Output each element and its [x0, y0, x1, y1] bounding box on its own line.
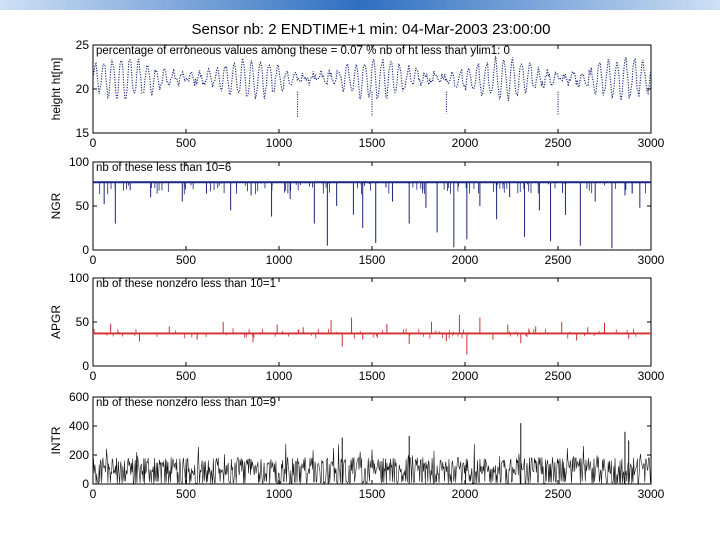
x-tick-label-ngr: 500 [176, 253, 196, 267]
x-tick-label-apgr: 1500 [359, 369, 386, 383]
x-tick-label-intr: 0 [90, 487, 97, 501]
x-tick-label-ngr: 3000 [638, 253, 665, 267]
y-axis-label-apgr: APGR [49, 305, 63, 339]
x-tick-label-ngr: 1000 [266, 253, 293, 267]
annotation-ngr: nb of these less than 10=6 [96, 162, 231, 174]
y-tick-label-apgr: 0 [82, 359, 89, 373]
x-tick-label-intr: 500 [176, 487, 196, 501]
x-tick-label-ngr: 0 [90, 253, 97, 267]
x-tick-label-height: 3000 [638, 136, 665, 150]
x-tick-label-height: 2500 [545, 136, 572, 150]
y-tick-label-ngr: 50 [76, 199, 90, 213]
x-tick-label-apgr: 2000 [452, 369, 479, 383]
x-tick-label-ngr: 2500 [545, 253, 572, 267]
x-tick-label-ngr: 2000 [452, 253, 479, 267]
axes-frame-height [92, 44, 652, 134]
x-tick-label-intr: 1000 [266, 487, 293, 501]
x-tick-label-intr: 2000 [452, 487, 479, 501]
x-tick-label-intr: 2500 [545, 487, 572, 501]
series-line-height [92, 55, 652, 101]
x-tick-label-height: 1500 [359, 136, 386, 150]
y-axis-label-ngr: NGR [49, 192, 63, 219]
x-tick-label-ngr: 1500 [359, 253, 386, 267]
y-tick-label-ngr: 100 [69, 155, 89, 169]
chart-title: Sensor nb: 2 ENDTIME+1 min: 04-Mar-2003 … [192, 21, 551, 38]
y-tick-label-height: 15 [76, 126, 90, 140]
y-tick-label-height: 20 [76, 82, 90, 96]
x-tick-label-height: 1000 [266, 136, 293, 150]
y-tick-label-apgr: 100 [69, 271, 89, 285]
annotation-intr: nb of these nonzero less than 10=9 [96, 397, 276, 409]
y-axis-label-height: height ht[m] [49, 58, 63, 121]
header-band [0, 0, 720, 10]
x-tick-label-height: 500 [176, 136, 196, 150]
x-tick-label-apgr: 500 [176, 369, 196, 383]
y-tick-label-intr: 400 [69, 419, 89, 433]
x-tick-label-apgr: 1000 [266, 369, 293, 383]
series-line-intr [92, 443, 652, 485]
annotation-height: percentage of erroneous values among the… [96, 45, 510, 57]
x-tick-label-intr: 3000 [638, 487, 665, 501]
y-tick-label-intr: 200 [69, 448, 89, 462]
x-tick-label-height: 0 [90, 136, 97, 150]
y-tick-label-height: 25 [76, 38, 90, 52]
y-axis-label-intr: INTR [49, 426, 63, 454]
axes-frame-ngr [92, 161, 652, 251]
y-tick-label-ngr: 0 [82, 243, 89, 257]
axes-frame-apgr [92, 277, 652, 367]
x-tick-label-apgr: 0 [90, 369, 97, 383]
annotation-apgr: nb of these nonzero less than 10=1 [96, 278, 276, 290]
y-tick-label-intr: 600 [69, 390, 89, 404]
x-tick-label-intr: 1500 [359, 487, 386, 501]
x-tick-label-apgr: 2500 [545, 369, 572, 383]
x-tick-label-apgr: 3000 [638, 369, 665, 383]
x-tick-label-height: 2000 [452, 136, 479, 150]
y-tick-label-intr: 0 [82, 477, 89, 491]
y-tick-label-apgr: 50 [76, 315, 90, 329]
